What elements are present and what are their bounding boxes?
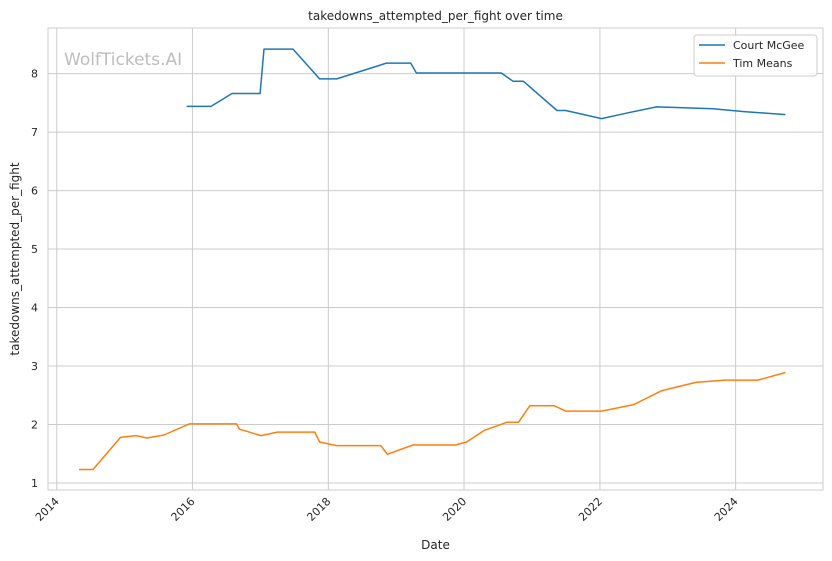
- plot-frame: [47, 27, 824, 491]
- y-tick-label: 1: [31, 477, 38, 490]
- y-tick-label: 7: [31, 126, 38, 139]
- chart-title: takedowns_attempted_per_fight over time: [308, 9, 563, 23]
- x-axis-label: Date: [421, 538, 450, 552]
- legend-label-court-mcgee: Court McGee: [733, 39, 805, 52]
- series-line-tim-means: [79, 371, 786, 471]
- x-tick-label: 2020: [440, 495, 469, 524]
- grid-layer: [48, 28, 823, 490]
- legend-label-tim-means: Tim Means: [732, 57, 793, 70]
- y-tick-label: 6: [31, 185, 38, 198]
- watermark: WolfTickets.AI: [64, 50, 182, 70]
- series-layer: [79, 48, 786, 471]
- y-tick-label: 3: [31, 360, 38, 373]
- x-tick-label: 2014: [33, 495, 62, 524]
- x-tick-label: 2024: [712, 495, 741, 524]
- y-tick-label: 2: [31, 419, 38, 432]
- tick-layer: 1 2 3 4 5 6 7 8 2014 2016 2018 2020 2022 2024: [31, 68, 741, 524]
- x-tick-label: 2018: [304, 495, 333, 524]
- y-tick-label: 8: [31, 68, 38, 81]
- legend: Court McGee Tim Means: [693, 34, 818, 77]
- x-tick-label: 2022: [576, 495, 605, 524]
- y-tick-label: 4: [31, 302, 38, 315]
- y-tick-label: 5: [31, 243, 38, 256]
- series-line-court-mcgee: [186, 48, 786, 120]
- y-axis-label: takedowns_attempted_per_fight: [8, 162, 22, 355]
- x-tick-label: 2016: [169, 495, 198, 524]
